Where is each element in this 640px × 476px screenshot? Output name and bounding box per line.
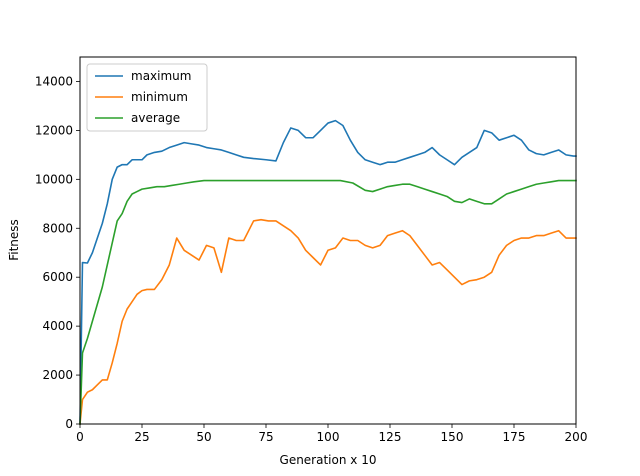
plot-lines [79, 119, 577, 425]
series-line-maximum [79, 119, 577, 425]
x-tick-label: 175 [503, 430, 526, 444]
legend-label-maximum: maximum [131, 69, 191, 83]
legend: maximum minimum average [86, 63, 208, 132]
x-tick-label: 50 [196, 430, 211, 444]
y-tick-label: 12000 [35, 123, 73, 137]
y-axis-label: Fitness [7, 219, 21, 261]
x-tick-label: 75 [258, 430, 273, 444]
x-tick-label: 0 [76, 430, 84, 444]
x-tick-label: 150 [441, 430, 464, 444]
x-axis-label: Generation x 10 [280, 453, 377, 467]
x-tick-label: 100 [317, 430, 340, 444]
legend-box [86, 63, 208, 132]
x-tick-label: 125 [379, 430, 402, 444]
y-tick-label: 2000 [42, 368, 73, 382]
y-tick-label: 10000 [35, 172, 73, 186]
y-tick-label: 0 [65, 417, 73, 431]
legend-label-minimum: minimum [131, 90, 188, 104]
series-line-average [79, 179, 577, 425]
x-tick-label: 200 [565, 430, 588, 444]
series-line-minimum [79, 218, 577, 425]
y-tick-label: 6000 [42, 270, 73, 284]
legend-label-average: average [131, 111, 180, 125]
x-axis: 0 25 50 75 100 125 150 175 200 [76, 424, 587, 444]
x-tick-label: 25 [134, 430, 149, 444]
y-axis: 0 2000 4000 6000 8000 10000 12000 14000 [35, 74, 80, 431]
y-tick-label: 14000 [35, 74, 73, 88]
y-tick-label: 4000 [42, 319, 73, 333]
y-tick-label: 8000 [42, 221, 73, 235]
